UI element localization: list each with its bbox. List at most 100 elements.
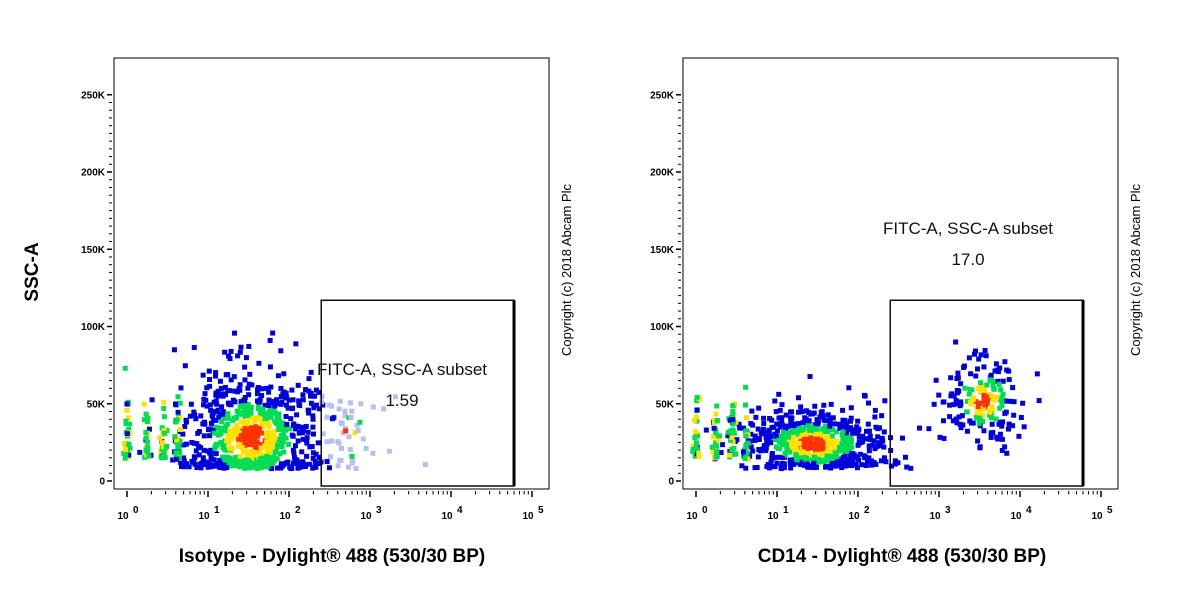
event-dot <box>310 416 316 422</box>
event-dot <box>695 433 701 439</box>
event-dot <box>744 415 750 421</box>
event-dot <box>926 426 932 432</box>
event-dot <box>1002 444 1008 450</box>
event-dot <box>350 457 356 463</box>
event-dot <box>193 448 199 454</box>
event-dot <box>240 428 246 434</box>
event-dot <box>232 330 238 336</box>
event-dot <box>242 426 248 432</box>
event-dot <box>977 410 983 416</box>
copyright-notice: Copyright (c) 2018 Abcam Plc <box>559 184 574 356</box>
event-dot <box>809 411 815 417</box>
event-dot <box>815 420 821 426</box>
event-dot <box>882 398 888 404</box>
event-dot <box>779 454 785 460</box>
event-dot <box>145 416 151 422</box>
event-dot <box>754 464 760 470</box>
event-dot <box>982 347 988 353</box>
event-dot <box>998 387 1004 393</box>
event-dot <box>261 444 267 450</box>
event-dot <box>177 400 183 406</box>
event-dot <box>122 455 128 461</box>
event-dot <box>808 435 814 441</box>
event-dot <box>828 463 834 469</box>
event-dot <box>966 355 972 361</box>
event-dot <box>950 418 956 424</box>
event-dot <box>246 449 252 455</box>
y-tick-label: 250K <box>81 90 106 101</box>
event-dot <box>238 419 244 425</box>
event-dot <box>230 433 236 439</box>
event-dot <box>258 386 264 392</box>
event-dot <box>804 436 810 442</box>
event-dot <box>819 458 825 464</box>
event-dot <box>225 388 231 394</box>
event-dot <box>860 433 866 439</box>
event-dot <box>278 394 284 400</box>
plot-panel-cd14: CD14 - Dylight® 488 (530/30 BP) Copyrigh… <box>650 57 1143 567</box>
event-dot <box>237 426 243 432</box>
event-dot <box>256 444 262 450</box>
y-tick-label: 200K <box>81 168 106 179</box>
event-dot <box>803 416 809 422</box>
event-dot <box>814 417 820 423</box>
event-dot <box>865 421 871 427</box>
event-dot <box>217 378 223 384</box>
event-dot <box>246 343 252 349</box>
event-dot <box>146 426 152 432</box>
event-dot <box>178 385 184 391</box>
event-dot <box>793 444 799 450</box>
event-dot <box>941 435 947 441</box>
event-dot <box>267 364 273 370</box>
event-dot <box>964 398 970 404</box>
event-dot <box>189 439 195 445</box>
event-dot <box>997 431 1003 437</box>
event-dot <box>266 397 272 403</box>
event-dot <box>354 422 360 428</box>
event-dot <box>993 416 999 422</box>
event-dot <box>176 455 182 461</box>
event-dot <box>1006 377 1012 383</box>
event-dot <box>959 413 965 419</box>
event-dot <box>181 464 187 470</box>
event-dot <box>872 407 878 413</box>
event-dot <box>844 430 850 436</box>
plot-frame <box>113 57 550 490</box>
event-dot <box>236 436 242 442</box>
event-dot <box>975 438 981 444</box>
event-dot <box>801 462 807 468</box>
event-dot <box>878 443 884 449</box>
event-dot <box>798 450 804 456</box>
event-dot <box>970 420 976 426</box>
event-dot <box>287 426 293 432</box>
event-dot <box>761 420 767 426</box>
event-dot <box>158 454 164 460</box>
event-dot <box>177 426 183 432</box>
event-dot <box>274 413 280 419</box>
event-dot <box>144 419 150 425</box>
event-dot <box>305 407 311 413</box>
event-dot <box>226 401 232 407</box>
event-dot <box>1034 371 1040 377</box>
event-dot <box>978 380 984 386</box>
event-dot <box>792 441 798 447</box>
x-tick-exponent: 1 <box>214 505 220 516</box>
event-dot <box>363 445 369 451</box>
event-dot <box>270 399 276 405</box>
event-dot <box>249 456 255 462</box>
event-dot <box>839 459 845 465</box>
event-dot <box>282 393 288 399</box>
event-dot <box>204 385 210 391</box>
event-dot <box>1016 433 1022 439</box>
event-dot <box>277 451 283 457</box>
event-dot <box>953 339 959 345</box>
event-dot <box>964 409 970 415</box>
event-dot <box>794 457 800 463</box>
event-dot <box>948 375 954 381</box>
event-dot <box>693 429 699 435</box>
event-dot <box>264 454 270 460</box>
event-dot <box>793 452 799 458</box>
event-dot <box>164 428 170 434</box>
event-dot <box>1036 398 1042 404</box>
event-dot <box>159 440 165 446</box>
